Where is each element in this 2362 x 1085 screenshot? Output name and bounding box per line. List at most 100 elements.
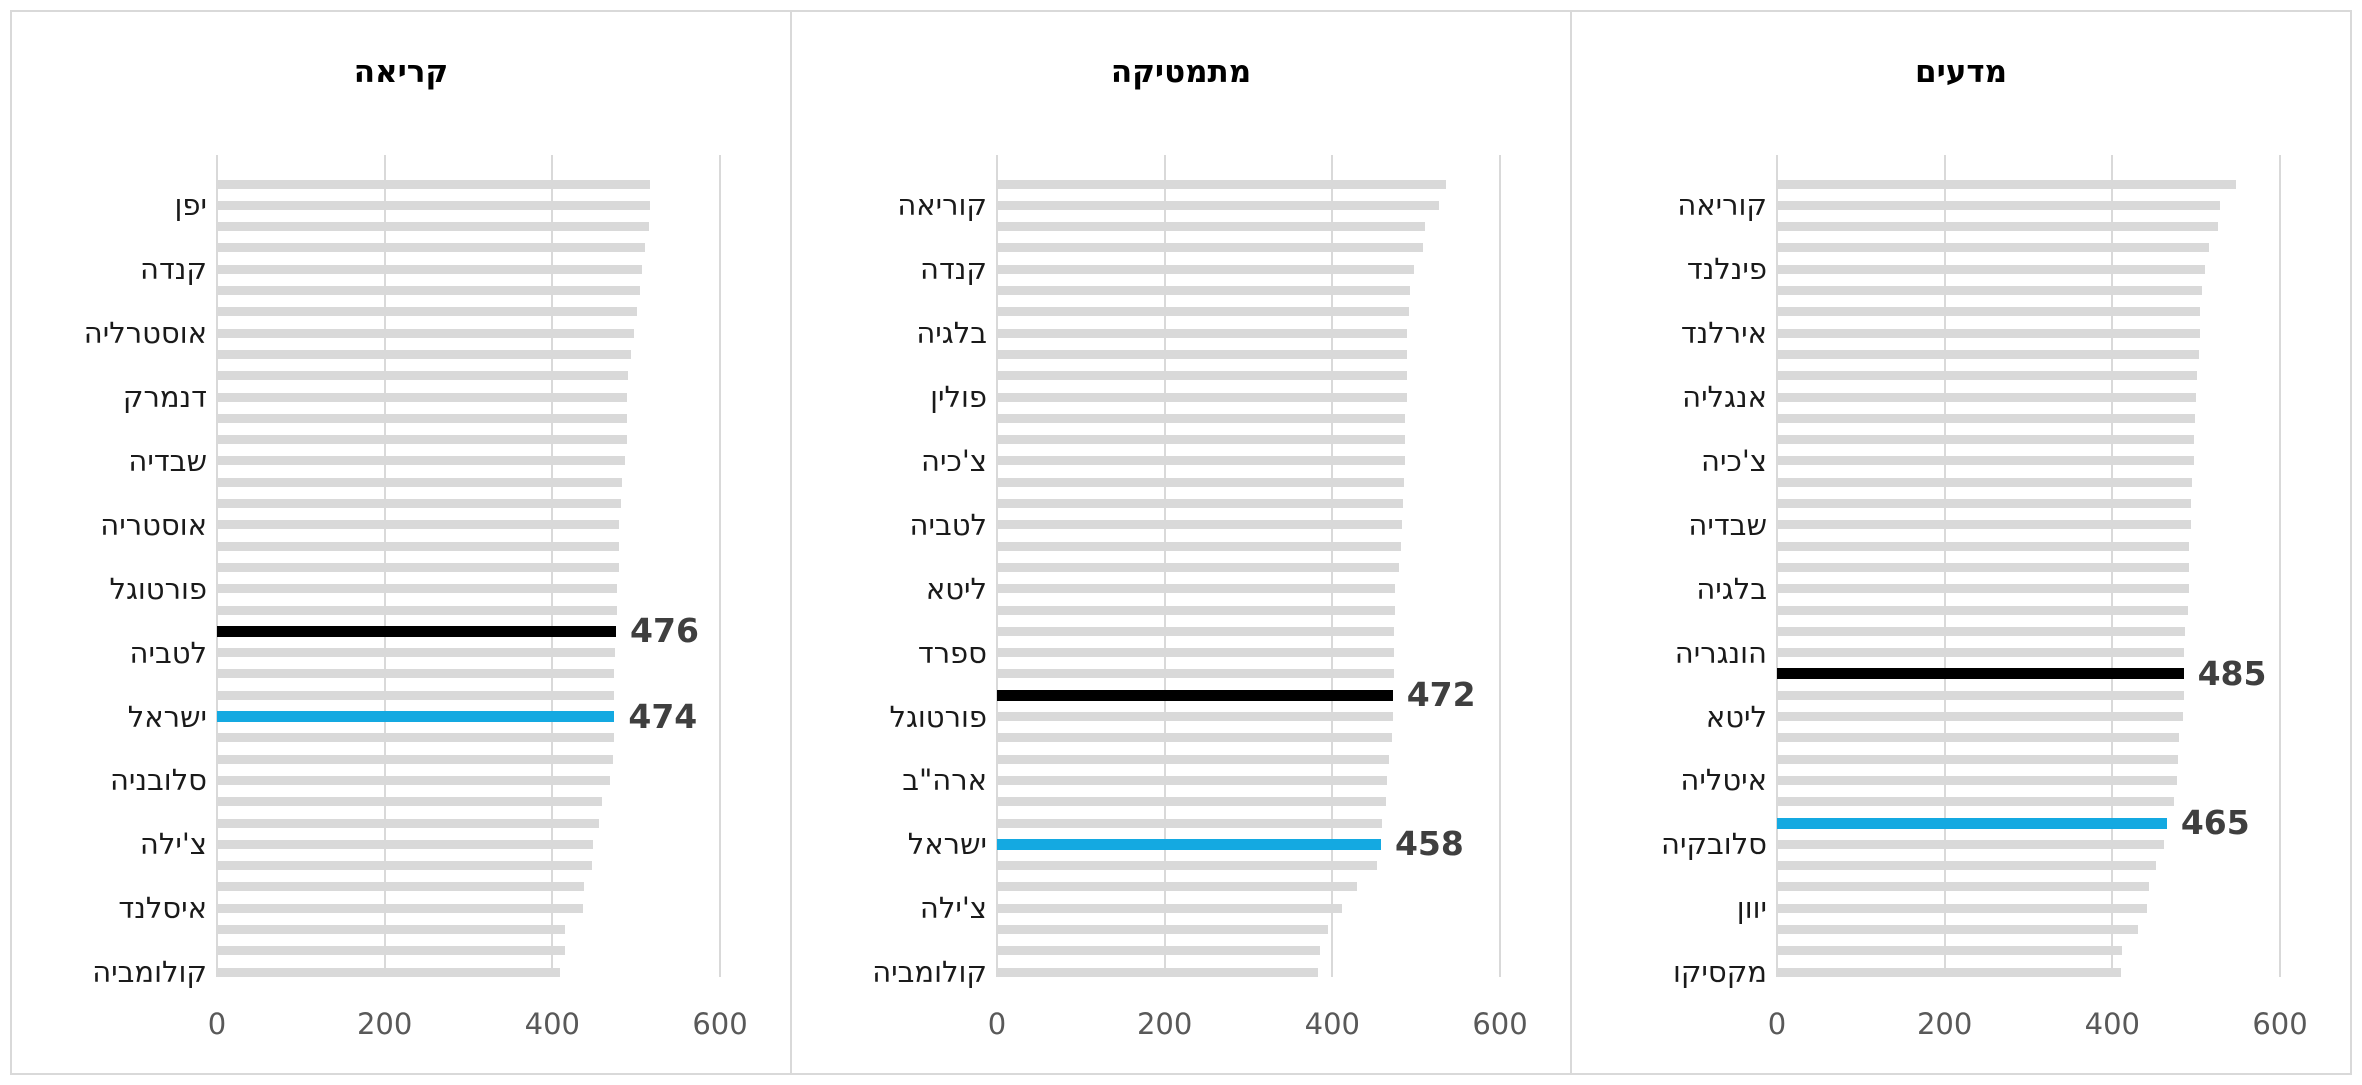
bar	[217, 690, 615, 700]
chart-title: מדעים	[1914, 54, 2008, 90]
bar	[1777, 371, 2197, 381]
bar	[1777, 456, 2194, 466]
bar	[1777, 520, 2192, 530]
x-axis-tick-label: 600	[2252, 1007, 2308, 1041]
category-label: שבדיה	[1688, 507, 1767, 542]
bar	[997, 477, 1404, 487]
category-label: דנמרק	[122, 380, 207, 414]
bar	[1777, 925, 2139, 934]
bar	[1777, 967, 2121, 977]
value-callout: 474	[628, 696, 698, 736]
category-label: בלגיה	[916, 316, 987, 351]
category-label: קולומביה	[872, 955, 987, 990]
bar	[1777, 477, 2192, 487]
bar	[1777, 584, 2189, 594]
bar	[1777, 839, 2165, 849]
category-label: לטביה	[129, 635, 207, 670]
x-axis-tick-label: 400	[1304, 1007, 1360, 1041]
bar	[217, 925, 565, 934]
bar	[1777, 286, 2203, 295]
bar	[1777, 626, 2186, 636]
bar	[997, 307, 1410, 317]
bar	[997, 584, 1396, 594]
x-axis-tick-label: 600	[692, 1007, 748, 1041]
category-label: קולומביה	[92, 955, 207, 990]
category-label: ארה"ב	[902, 763, 987, 798]
category-label: צ'כיה	[921, 443, 987, 478]
bar	[997, 967, 1319, 977]
bar	[1777, 861, 2156, 871]
bar	[217, 861, 592, 871]
bar	[1777, 797, 2174, 807]
category-label: סלובניה	[109, 763, 207, 798]
value-callout: 485	[2197, 653, 2267, 693]
x-axis-tick-label: 0	[987, 1007, 1007, 1041]
bar	[1777, 328, 2200, 338]
bar	[1777, 648, 2185, 658]
category-label: שבדיה	[128, 443, 207, 478]
bar	[1777, 882, 2150, 892]
bar	[997, 328, 1407, 338]
value-callout: 472	[1406, 675, 1476, 715]
bar	[997, 349, 1407, 359]
bar	[997, 669, 1394, 679]
bar	[217, 669, 615, 679]
bar	[997, 499, 1403, 508]
bar	[997, 243, 1423, 253]
bar	[997, 179, 1447, 189]
bar	[997, 925, 1329, 934]
plot-area	[216, 155, 721, 977]
bar	[217, 562, 619, 572]
bar	[997, 903, 1343, 913]
category-label: אנגליה	[1682, 380, 1767, 414]
bar	[997, 626, 1395, 636]
bar-average-black	[997, 689, 1393, 701]
chart-panel-reading: קריאה 0 200 400 600 יפן קנדה אוסטרליה דנמרק שבדי…	[10, 10, 792, 1075]
bar	[1777, 541, 2190, 551]
plot-area	[1776, 155, 2281, 977]
category-label: ליטא	[925, 571, 987, 606]
category-label: צ'ילה	[139, 827, 207, 862]
bar	[217, 413, 627, 423]
bar	[997, 861, 1377, 871]
category-label: ליטא	[1705, 699, 1767, 734]
bar	[1777, 179, 2236, 189]
bar-israel-blue	[217, 711, 615, 722]
x-axis-tick-label: 200	[356, 1007, 413, 1041]
bar	[997, 541, 1402, 551]
bar	[1777, 499, 2192, 508]
bar	[997, 562, 1399, 572]
bar	[1777, 264, 2206, 274]
bar	[1777, 392, 2197, 402]
bar	[217, 179, 650, 189]
bar	[1777, 605, 2188, 615]
category-label: אוסטריה	[100, 507, 207, 542]
bar	[217, 648, 616, 658]
bar	[217, 584, 617, 594]
bar	[1777, 200, 2220, 210]
bar	[217, 264, 643, 274]
bar	[217, 903, 583, 913]
category-label: אירלנד	[1680, 316, 1767, 351]
category-label: ישראל	[127, 699, 207, 734]
bar	[997, 648, 1394, 658]
x-axis-tick-label: 200	[1136, 1007, 1193, 1041]
bar	[997, 456, 1406, 466]
category-label: יוון	[1736, 891, 1767, 926]
bar	[1777, 754, 2178, 764]
category-label: אוסטרליה	[83, 316, 207, 351]
category-label: איטליה	[1680, 763, 1767, 798]
x-axis-tick-label: 400	[2084, 1007, 2140, 1041]
bar	[217, 286, 640, 295]
value-callout: 476	[630, 611, 699, 651]
category-label: פורטוגל	[109, 571, 207, 606]
bar	[997, 435, 1406, 445]
bar	[1777, 690, 2184, 700]
bar	[997, 520, 1402, 530]
bar	[997, 754, 1390, 764]
bar	[217, 818, 600, 828]
bar-average-black	[217, 625, 617, 637]
category-label: קוריאה	[897, 188, 987, 223]
x-axis-tick-label: 600	[1472, 1007, 1528, 1041]
bar	[217, 775, 611, 785]
